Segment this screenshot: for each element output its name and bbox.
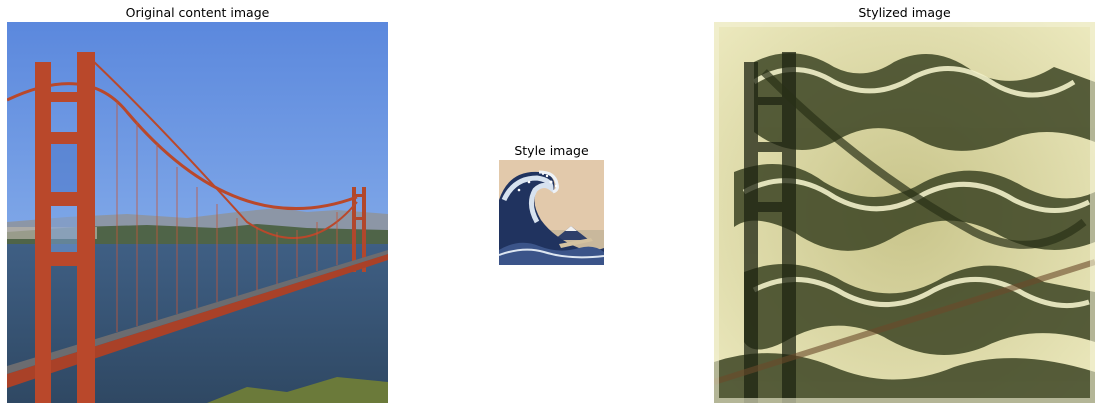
stylized-image-title: Stylized image <box>858 5 951 20</box>
style-image <box>499 160 604 265</box>
style-image-title: Style image <box>514 143 589 158</box>
stylized-image <box>714 22 1095 403</box>
content-image <box>7 22 388 403</box>
content-image-title: Original content image <box>125 5 270 20</box>
